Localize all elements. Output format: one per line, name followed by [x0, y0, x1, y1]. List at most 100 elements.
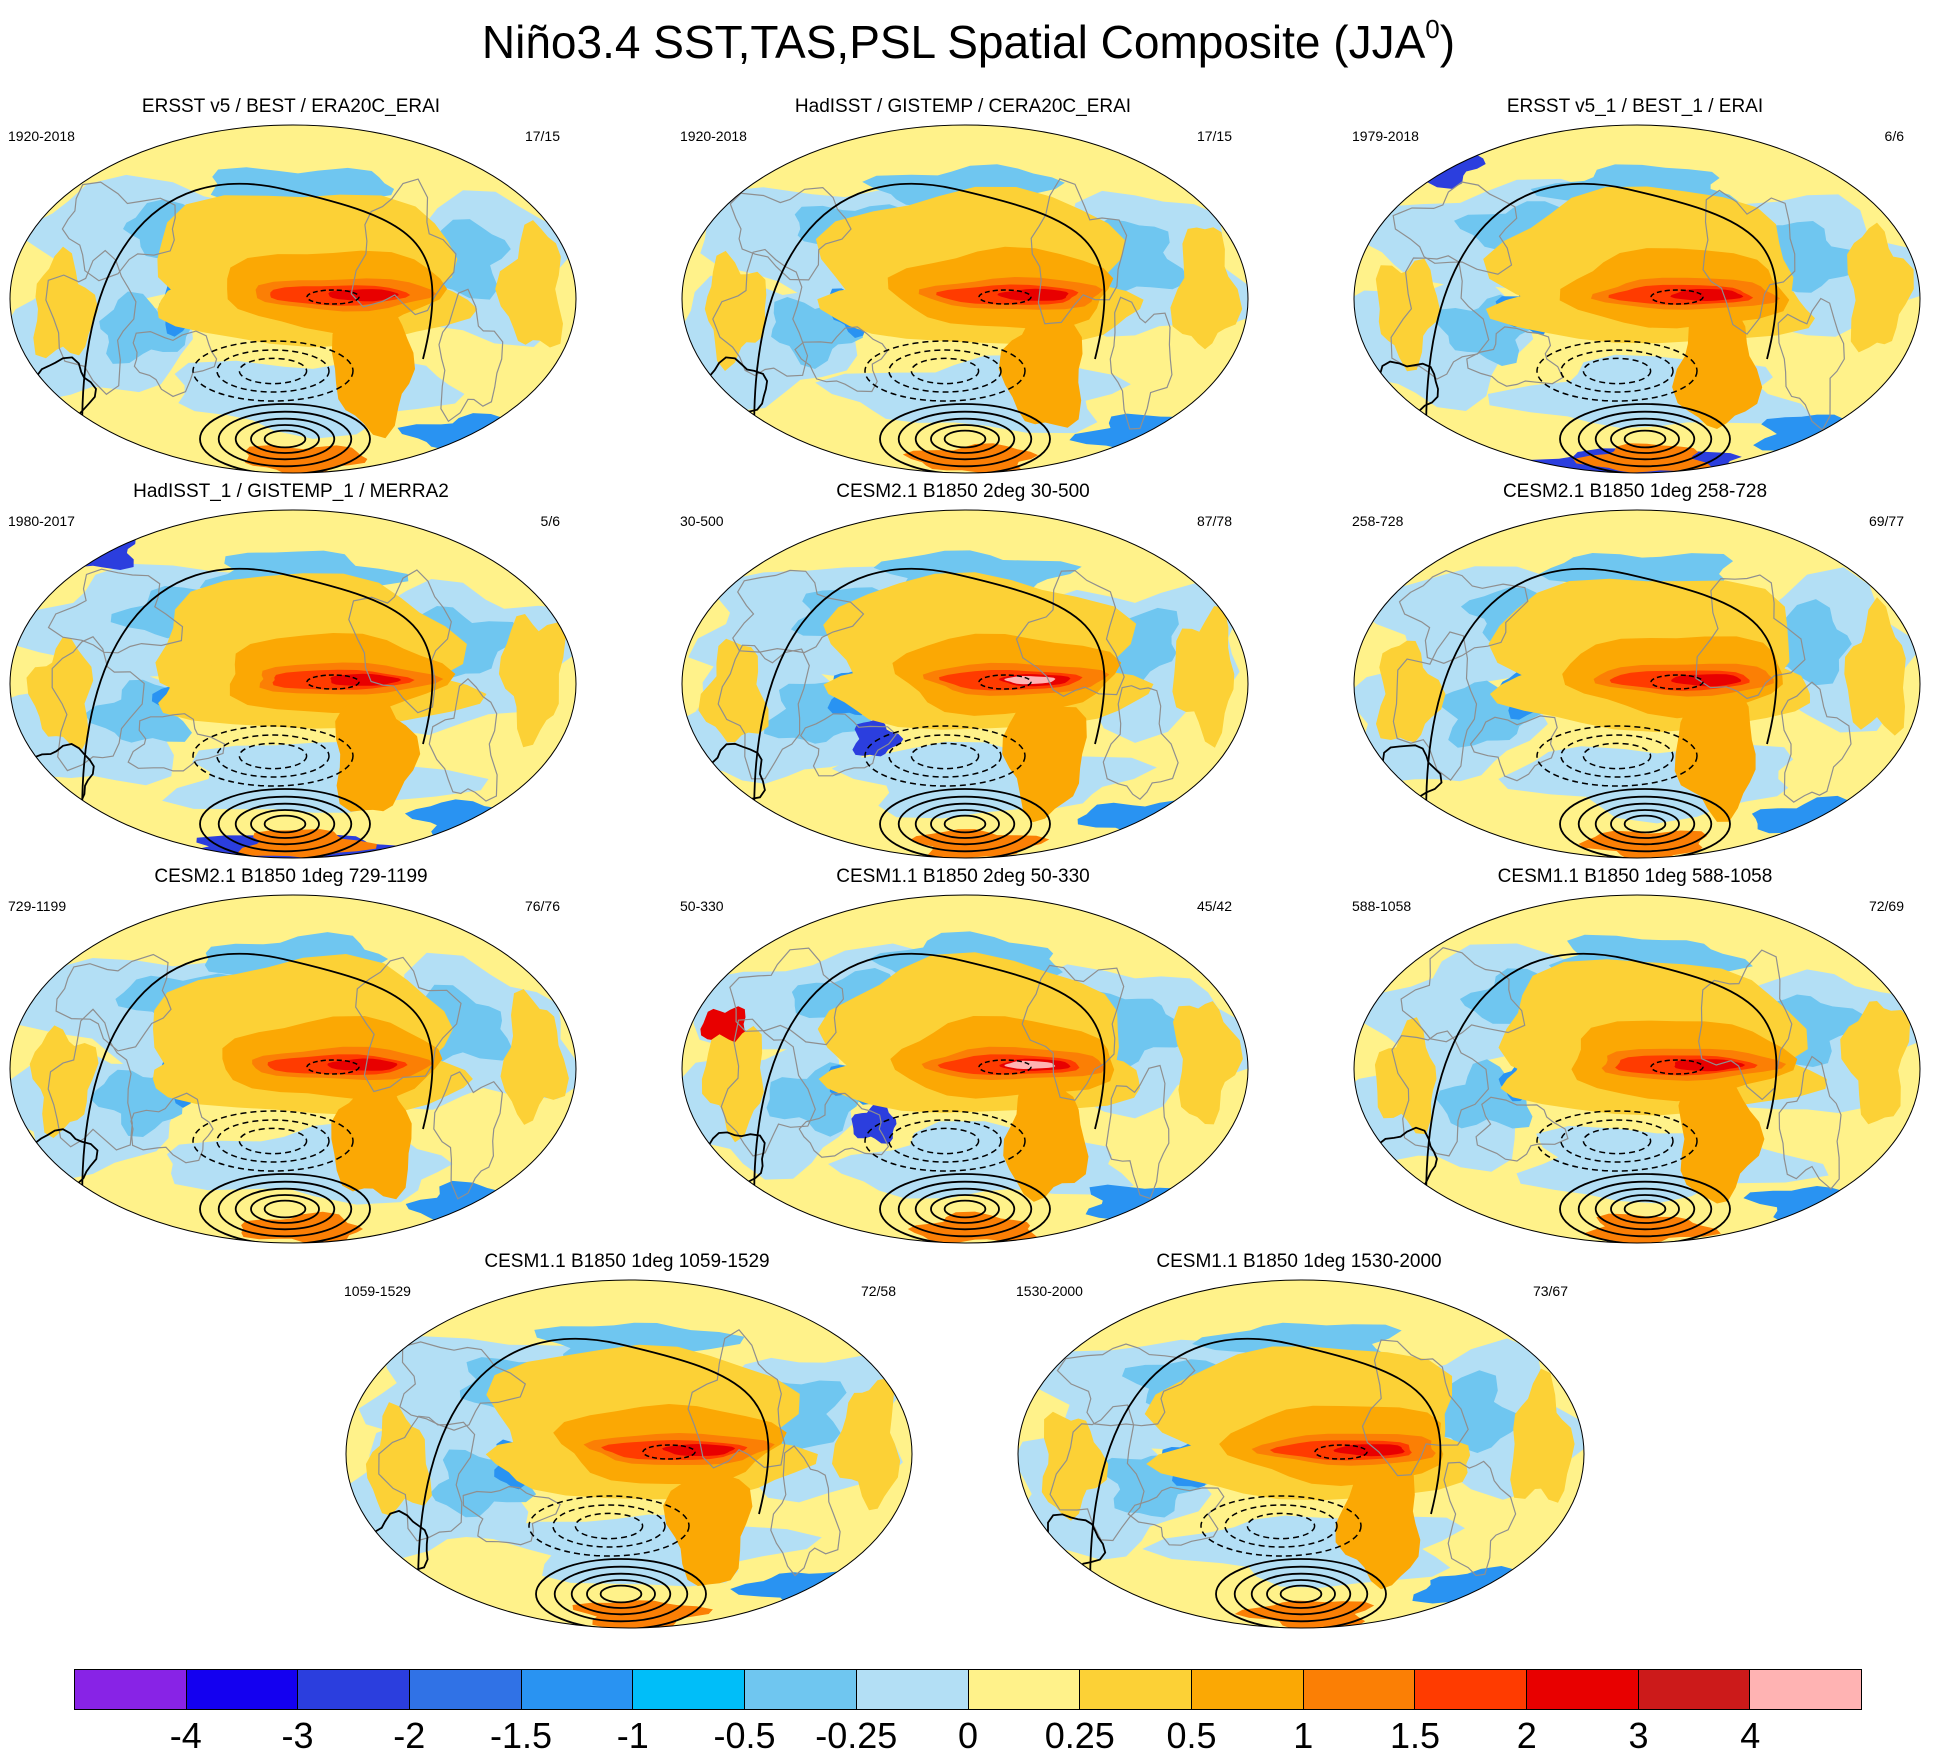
- coastline: [1778, 1055, 1842, 1190]
- coastline: [1105, 1064, 1170, 1200]
- coastline: [127, 713, 226, 772]
- cool-region: [99, 291, 195, 364]
- warm-region: [500, 989, 569, 1125]
- colorbar-tick-label: 0.5: [1166, 1715, 1217, 1756]
- psl-contour: [943, 814, 987, 834]
- warm-region: [998, 302, 1083, 428]
- psl-contour: [1425, 568, 1778, 845]
- warm-region: [1172, 606, 1235, 748]
- figure-title-closing: ): [1439, 16, 1456, 68]
- panel-count-label: 76/76: [524, 898, 560, 914]
- panel-title: CESM1.1 B1850 1deg 588-1058: [1497, 866, 1773, 887]
- panel-title: CESM1.1 B1850 1deg 1059-1529: [484, 1251, 770, 1272]
- colorbar-tick-label: -0.5: [713, 1715, 776, 1756]
- colorbar-tick-label: 4: [1740, 1715, 1761, 1756]
- psl-contour-negative: [1200, 1495, 1362, 1557]
- colorbar-box: [856, 1670, 969, 1709]
- coastline: [350, 178, 457, 316]
- map-panel: CESM2.1 B1850 2deg 30-500 30-500 87/78: [672, 480, 1254, 865]
- psl-contour: [217, 410, 353, 468]
- colorbar-box: [410, 1670, 522, 1709]
- warm-region: [331, 307, 415, 439]
- colorbar-tick-label: -4: [169, 1715, 202, 1756]
- coastline: [1466, 326, 1564, 387]
- globe-map: [1353, 124, 1921, 474]
- psl-contour: [930, 424, 1000, 454]
- psl-contour: [1577, 410, 1713, 468]
- psl-contour-negative: [642, 1444, 696, 1460]
- psl-contour: [250, 424, 320, 454]
- globe-outline: [681, 509, 1249, 859]
- psl-contour: [199, 788, 371, 858]
- panel-count-label: 17/15: [524, 128, 560, 144]
- coastline: [1702, 189, 1796, 335]
- panel-count-label: 17/15: [1196, 128, 1232, 144]
- psl-contour: [1594, 802, 1696, 846]
- coastline: [428, 677, 498, 802]
- psl-contour: [1559, 1173, 1731, 1243]
- psl-contour: [81, 953, 434, 1230]
- cool-region: [1439, 680, 1545, 748]
- colorbar-box: [968, 1670, 1081, 1709]
- psl-contour: [897, 1180, 1033, 1238]
- warm-region: [1573, 443, 1713, 473]
- psl-contour: [217, 1180, 353, 1238]
- map-panel: CESM2.1 B1850 1deg 258-728 258-728 69/77: [1344, 480, 1926, 865]
- psl-contour-negative: [306, 289, 360, 305]
- coastline: [770, 1445, 841, 1577]
- psl-contour: [879, 788, 1051, 858]
- warm-region: [29, 1025, 99, 1138]
- colorbar-tick-label: -1.5: [489, 1715, 553, 1756]
- cool-region: [851, 1101, 897, 1144]
- coastline: [462, 1485, 561, 1546]
- psl-contour-negative: [216, 734, 330, 778]
- psl-contour-negative: [238, 742, 308, 770]
- warm-region: [662, 1444, 736, 1456]
- psl-contour-negative: [1536, 340, 1698, 402]
- psl-contour-negative: [1536, 725, 1698, 787]
- psl-contour: [1623, 814, 1667, 834]
- warm-region: [335, 689, 421, 812]
- panel-title: HadISST_1 / GISTEMP_1 / MERRA2: [133, 481, 449, 502]
- figure-title-text: Niño3.4 SST,TAS,PSL Spatial Composite (J…: [481, 16, 1426, 68]
- warm-region: [704, 250, 767, 371]
- map-panel: ERSST v5_1 / BEST_1 / ERAI 1979-2018 6/6: [1344, 95, 1926, 480]
- globe-map: [345, 1279, 913, 1629]
- psl-contour: [1089, 1338, 1442, 1615]
- coastline: [1780, 681, 1852, 803]
- warm-region: [1840, 1001, 1911, 1125]
- globe-map: [9, 124, 577, 474]
- coastline: [798, 1092, 890, 1158]
- coastline: [1443, 1460, 1517, 1577]
- psl-contour: [1577, 795, 1713, 853]
- psl-contour-negative: [306, 1059, 360, 1075]
- coastline: [348, 569, 452, 714]
- psl-contour-negative: [552, 1504, 666, 1548]
- globe-outline: [9, 509, 577, 859]
- psl-contour: [263, 814, 307, 834]
- psl-contour-negative: [864, 725, 1026, 787]
- colorbar-box: [1080, 1670, 1192, 1709]
- globe-outline: [681, 894, 1249, 1244]
- warm-region: [1374, 1017, 1437, 1135]
- psl-contour-negative: [978, 1059, 1032, 1075]
- coastline: [1400, 947, 1526, 1043]
- panel-count-label: 87/78: [1196, 513, 1232, 529]
- colorbar-tick-label: 0: [957, 1715, 979, 1756]
- globe-map: [1017, 1279, 1585, 1629]
- warm-region: [1847, 222, 1914, 353]
- warm-region: [1672, 307, 1763, 429]
- globe-outline: [1353, 124, 1921, 474]
- psl-contour: [570, 1572, 672, 1616]
- coastline: [1030, 178, 1128, 325]
- psl-contour-negative: [1650, 289, 1704, 305]
- globe-outline: [1353, 894, 1921, 1244]
- map-panel: CESM2.1 B1850 1deg 729-1199 729-1199 76/76: [0, 865, 582, 1250]
- warm-region: [1170, 227, 1243, 350]
- colorbar-box: [1303, 1670, 1416, 1709]
- panel-count-label: 5/6: [540, 513, 560, 529]
- panel-title: CESM2.1 B1850 1deg 258-728: [1502, 481, 1768, 502]
- panel-period-label: 50-330: [680, 898, 724, 914]
- globe-map: [1353, 894, 1921, 1244]
- globe-outline: [1017, 1279, 1585, 1629]
